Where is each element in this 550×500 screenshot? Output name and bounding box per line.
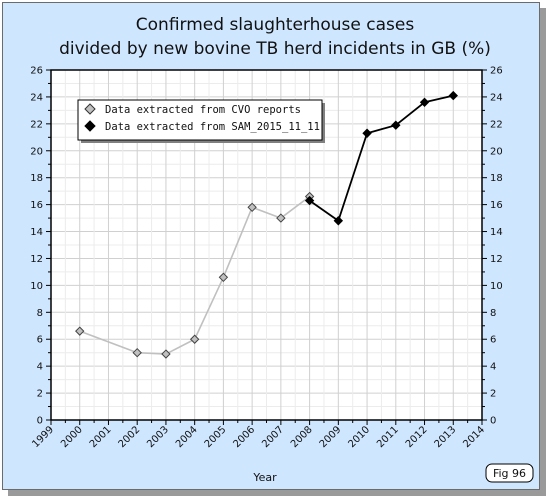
y-tick-label-right: 18 — [490, 173, 503, 184]
x-tick-label: 2011 — [375, 424, 401, 450]
data-point-sam — [391, 120, 401, 130]
y-tick-label-right: 24 — [490, 92, 503, 103]
y-tick-label-left: 6 — [37, 335, 43, 346]
y-tick-label-left: 18 — [30, 173, 43, 184]
y-tick-label-left: 26 — [30, 66, 43, 77]
y-tick-label-left: 24 — [30, 92, 43, 103]
data-point-cvo — [247, 202, 257, 213]
grid-lines — [51, 70, 482, 420]
y-tick-label-right: 10 — [490, 281, 503, 292]
y-tick-label-right: 2 — [490, 389, 496, 400]
y-tick-label-right: 6 — [490, 335, 496, 346]
y-tick-label-left: 4 — [37, 362, 43, 373]
data-point-sam — [333, 216, 344, 226]
data-point-cvo — [75, 326, 85, 336]
x-tick-label: 2009 — [318, 424, 344, 450]
data-point-sam — [419, 97, 430, 108]
y-tick-label-left: 0 — [37, 416, 43, 427]
y-tick-label-left: 10 — [30, 281, 43, 292]
y-tick-label-left: 2 — [37, 389, 43, 400]
legend-marker-sam — [84, 120, 96, 132]
axis-ticks — [46, 69, 487, 425]
y-tick-label-left: 16 — [30, 200, 43, 211]
y-tick-label-right: 4 — [490, 362, 496, 373]
series-lines — [79, 94, 454, 355]
series-line-cvo — [79, 195, 311, 355]
data-point-cvo — [276, 213, 286, 223]
data-point-cvo — [218, 272, 229, 283]
x-tick-label: 2002 — [117, 424, 143, 450]
x-tick-label: 2012 — [404, 424, 430, 450]
x-tick-label: 2000 — [59, 424, 85, 450]
x-axis-labels: 1999 2000 2001 2002 2003 2004 2005 2006 2007 2008… — [30, 424, 487, 450]
x-tick-label: 2005 — [203, 424, 229, 450]
y-tick-label-left: 12 — [30, 254, 43, 265]
legend-label-cvo: Data extracted from CVO reports — [105, 104, 301, 116]
y-tick-label-left: 20 — [30, 146, 43, 157]
x-axis-label: Year — [252, 471, 277, 484]
data-point-sam — [304, 195, 315, 206]
x-tick-label: 2010 — [346, 424, 372, 450]
y-tick-label-right: 20 — [490, 146, 503, 157]
y-tick-label-right: 8 — [490, 308, 496, 319]
x-tick-label: 2006 — [231, 424, 257, 450]
x-tick-label: 1999 — [30, 424, 56, 450]
y-tick-label-right: 12 — [490, 254, 503, 265]
data-point-sam — [362, 128, 372, 138]
figure-label: Fig 96 — [493, 467, 526, 480]
chart-title-line-2: divided by new bovine TB herd incidents … — [59, 39, 491, 59]
y-tick-label-right: 14 — [490, 227, 503, 238]
legend: Data extracted from CVO reports Data ext… — [77, 99, 325, 143]
series-points — [75, 90, 458, 359]
x-tick-label: 2008 — [289, 424, 315, 450]
figure-label-badge: Fig 96 — [485, 463, 534, 483]
x-tick-label: 2013 — [433, 424, 459, 450]
x-tick-label: 2014 — [461, 424, 487, 450]
x-tick-label: 2007 — [260, 424, 286, 450]
y-tick-label-right: 26 — [490, 66, 503, 77]
y-tick-label-left: 22 — [30, 119, 43, 130]
y-tick-label-left: 14 — [30, 227, 43, 238]
data-point-cvo — [161, 349, 171, 359]
data-point-cvo — [132, 347, 142, 358]
y-tick-label-right: 16 — [490, 200, 503, 211]
x-tick-label: 2001 — [88, 424, 114, 450]
legend-label-sam: Data extracted from SAM_2015_11_11 — [105, 121, 320, 133]
x-tick-label: 2004 — [174, 424, 200, 450]
y-tick-label-right: 0 — [490, 416, 496, 427]
chart-title-line-1: Confirmed slaughterhouse cases — [136, 15, 415, 35]
series-line-sam — [309, 94, 454, 222]
legend-marker-cvo — [84, 103, 96, 115]
data-point-cvo — [189, 334, 200, 344]
y-tick-label-left: 8 — [37, 308, 43, 319]
y-tick-label-right: 22 — [490, 119, 503, 130]
data-point-sam — [448, 90, 458, 101]
x-tick-label: 2003 — [145, 424, 171, 450]
